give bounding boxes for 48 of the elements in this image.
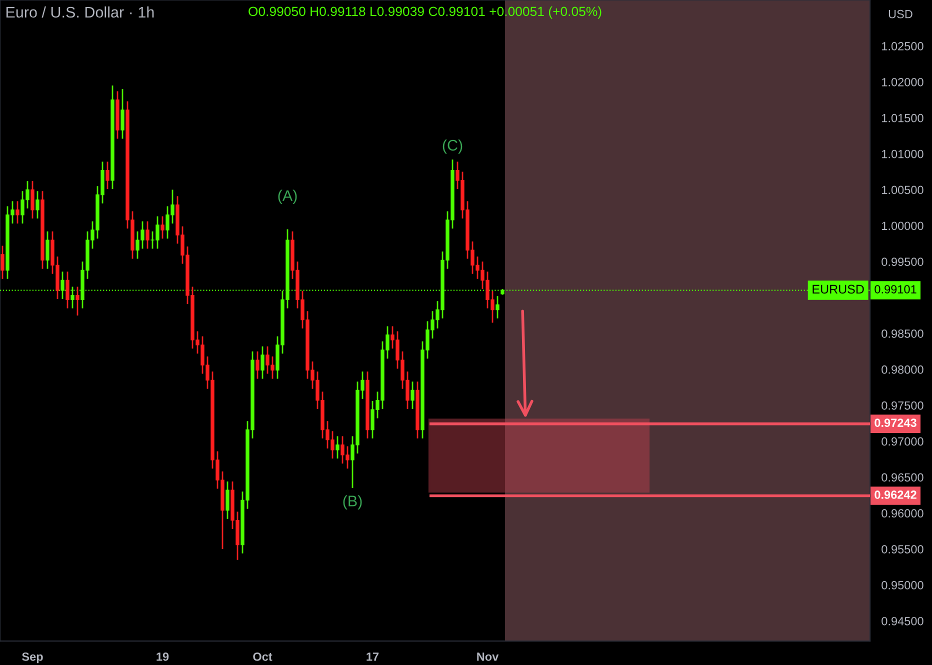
candlestick (226, 480, 230, 520)
ref-line-label: 0.97243 (874, 418, 916, 427)
y-axis-title: USD (888, 10, 912, 18)
chart-title: Euro / U.S. Dollar · 1h (6, 6, 154, 18)
candlestick (46, 230, 50, 270)
ref-line-label: 0.99101 (874, 285, 916, 294)
candlestick (410, 380, 414, 410)
y-tick-label: 0.97500 (882, 401, 924, 410)
x-tick-label: 19 (156, 652, 169, 661)
candlestick (336, 436, 340, 460)
y-tick-label: 0.99500 (882, 258, 924, 266)
ref-line-label: 0.96242 (874, 490, 916, 499)
candlestick (256, 350, 260, 380)
candlestick (76, 286, 80, 316)
x-tick-label: Sep (22, 652, 43, 664)
candlestick (496, 295, 500, 320)
x-tick-label: 17 (366, 652, 379, 661)
candlestick (36, 190, 40, 220)
chart-subtitle: O0.99050 H0.99118 L0.99039 C0.99101 +0.00051 (+0.05%) (248, 6, 602, 19)
candlestick (66, 270, 70, 310)
candlestick (30, 180, 34, 220)
candlestick (0, 245, 4, 280)
x-tick-label: Nov (477, 652, 499, 661)
y-tick-label: 0.98500 (882, 330, 924, 338)
candlestick (146, 220, 150, 250)
candlestick (106, 161, 110, 190)
candlestick (16, 200, 20, 224)
candlestick (120, 88, 124, 140)
x-tick-label: Oct (253, 652, 272, 661)
y-tick-label: 0.95500 (882, 545, 924, 554)
y-tick-label: 1.02000 (882, 78, 924, 86)
y-tick-label: 0.96000 (882, 509, 924, 518)
y-tick-label: 0.95000 (882, 581, 924, 590)
y-tick-label: 0.97000 (882, 437, 924, 446)
y-tick-label: 1.00500 (882, 186, 924, 194)
y-tick-label: 1.01500 (882, 114, 924, 122)
y-tick-label: 0.98000 (882, 365, 924, 374)
y-tick-label: 0.96500 (882, 473, 924, 482)
y-tick-label: 1.02500 (882, 42, 924, 50)
y-tick-label: 1.01000 (882, 150, 924, 158)
annotation: EURUSD (812, 284, 864, 294)
annotation: (B) (343, 495, 362, 510)
annotation: (A) (278, 190, 297, 204)
candlestick (160, 216, 164, 240)
y-tick-label: 0.94500 (882, 616, 924, 626)
candlestick (260, 346, 264, 380)
annotation: (C) (442, 139, 462, 154)
y-tick-label: 1.00000 (882, 222, 924, 230)
